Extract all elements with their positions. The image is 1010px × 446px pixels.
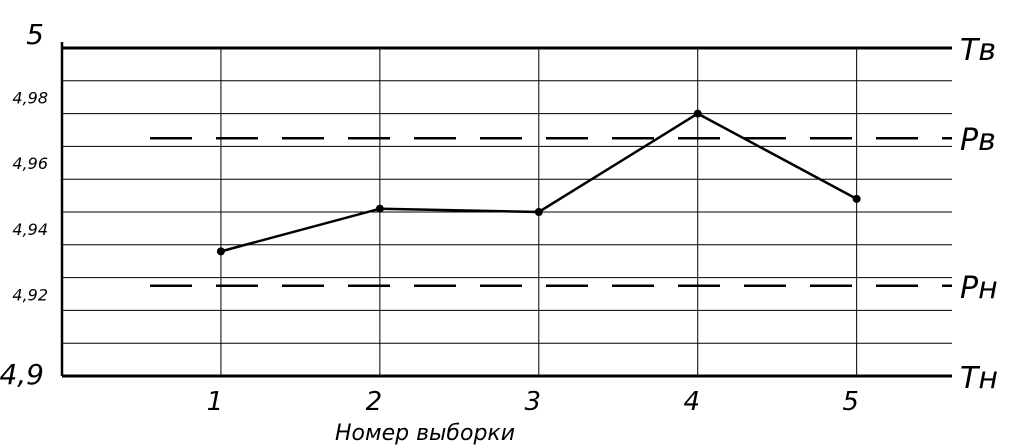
- data-point: [216, 247, 225, 256]
- y-tick-label-5: 4,9: [0, 358, 44, 391]
- data-point: [693, 109, 702, 118]
- series-line: [216, 109, 861, 256]
- limit-label-1: Рв: [960, 123, 996, 158]
- x-tick-label-3: 4: [683, 387, 700, 417]
- x-axis-title: Номер выборки: [335, 421, 515, 446]
- x-tick-label-0: 1: [207, 387, 224, 417]
- y-tick-label-0: 5: [26, 18, 44, 51]
- limit-lines: [62, 46, 952, 378]
- limit-label-0: Тв: [960, 33, 996, 68]
- y-tick-label-2: 4,96: [12, 154, 48, 173]
- y-tick-label-3: 4,94: [12, 220, 48, 239]
- limit-label-2: Рн: [960, 271, 998, 306]
- x-tick-label-4: 5: [842, 387, 859, 417]
- y-tick-label-4: 4,92: [12, 285, 48, 304]
- data-point: [852, 194, 861, 203]
- y-tick-label-1: 4,98: [12, 89, 48, 108]
- labels: Тв Рв Рн Тн 5 4,98 4,96 4,94 4,92 4,9 1 2 3 4 5: [0, 18, 998, 417]
- data-point: [375, 204, 384, 213]
- x-tick-label-2: 3: [525, 387, 542, 417]
- data-point: [534, 208, 543, 216]
- x-tick-label-1: 2: [366, 387, 383, 417]
- limit-label-3: Тн: [960, 361, 998, 396]
